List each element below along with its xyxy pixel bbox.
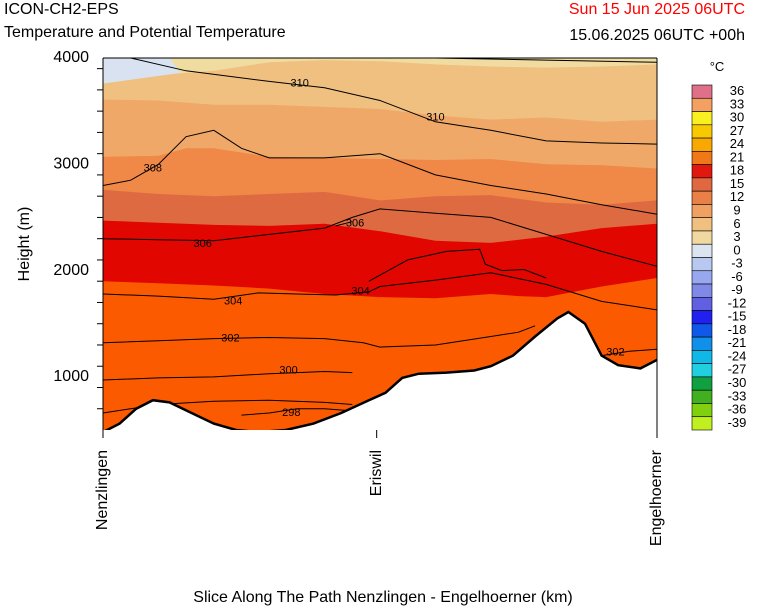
legend-label: -39 bbox=[728, 415, 747, 430]
legend-label: 18 bbox=[730, 163, 744, 178]
legend-unit: °C bbox=[710, 59, 725, 74]
y-tick-label: 2000 bbox=[53, 262, 89, 279]
legend-swatch bbox=[691, 270, 713, 285]
legend-swatch bbox=[691, 97, 713, 112]
x-tick-label: Eriswil bbox=[368, 450, 385, 496]
x-tick-label: Nenzlingen bbox=[94, 450, 111, 530]
legend-swatch bbox=[691, 283, 713, 298]
contour-310 bbox=[435, 58, 657, 63]
axes: 1000 2000 3000 4000 Nenzlingen Eriswil Engelho… bbox=[53, 49, 665, 546]
legend-label: 21 bbox=[730, 149, 744, 164]
legend-swatch bbox=[691, 84, 713, 99]
legend-label: -12 bbox=[728, 295, 747, 310]
legend-swatch bbox=[691, 350, 713, 364]
temp-band-0 bbox=[103, 58, 181, 84]
legend-swatch bbox=[691, 257, 713, 272]
y-tick-label: 4000 bbox=[53, 49, 89, 66]
x-tick-label: Engelhoerner bbox=[648, 449, 665, 546]
legend-label: -33 bbox=[728, 388, 747, 403]
legend-label: 3 bbox=[733, 229, 740, 244]
contour-label: 302 bbox=[221, 333, 239, 345]
contour-302 bbox=[103, 325, 536, 348]
legend-swatch bbox=[691, 164, 713, 179]
legend-label: -15 bbox=[728, 309, 747, 324]
legend-swatch bbox=[691, 416, 713, 431]
legend-swatch bbox=[691, 376, 713, 391]
legend-swatch bbox=[691, 217, 713, 232]
legend-swatch bbox=[691, 190, 713, 205]
legend-swatch bbox=[691, 124, 713, 139]
legend-swatch bbox=[691, 389, 713, 404]
legend-label: 0 bbox=[733, 242, 740, 257]
legend-swatch bbox=[691, 336, 713, 351]
contour-label: 310 bbox=[290, 77, 308, 89]
legend-label: -9 bbox=[731, 282, 743, 297]
contour-310 bbox=[130, 58, 657, 145]
y-tick-label: 3000 bbox=[53, 156, 89, 173]
legend-swatch bbox=[691, 230, 713, 245]
color-legend: °C3633302724211815129630-3-6-9-12-15-18-… bbox=[691, 59, 747, 431]
legend-label: 33 bbox=[730, 96, 744, 111]
temp-band-3 bbox=[103, 58, 657, 84]
legend-swatch bbox=[691, 243, 713, 258]
legend-label: -6 bbox=[731, 269, 743, 284]
legend-swatch bbox=[691, 403, 713, 418]
legend-swatch bbox=[691, 297, 713, 311]
y-axis-label: Height (m) bbox=[16, 207, 33, 282]
x-axis-label: Slice Along The Path Nenzlingen - Engelh… bbox=[193, 589, 573, 606]
legend-label: -36 bbox=[728, 402, 747, 417]
legend-label: 27 bbox=[730, 123, 744, 138]
contour-label: 306 bbox=[346, 218, 364, 230]
legend-swatch bbox=[691, 323, 713, 338]
legend-label: -21 bbox=[728, 335, 747, 350]
legend-swatch bbox=[691, 137, 713, 152]
contour-296 bbox=[103, 399, 353, 414]
contour-306 bbox=[103, 208, 657, 267]
run-info: 15.06.2025 06UTC +00h bbox=[569, 27, 745, 44]
legend-label: -3 bbox=[731, 256, 743, 271]
legend-label: 24 bbox=[730, 136, 744, 151]
contour-label: 308 bbox=[144, 162, 162, 174]
terrain-fill bbox=[107, 312, 657, 430]
legend-label: 36 bbox=[730, 83, 744, 98]
legend-label: 9 bbox=[733, 202, 740, 217]
legend-label: -27 bbox=[728, 362, 747, 377]
chart-subtitle: Temperature and Potential Temperature bbox=[4, 24, 286, 41]
contour-label: 300 bbox=[279, 364, 297, 376]
legend-label: -18 bbox=[728, 322, 747, 337]
contour-label: 298 bbox=[282, 407, 300, 419]
y-tick-label: 1000 bbox=[53, 368, 89, 385]
legend-label: 12 bbox=[730, 189, 744, 204]
contour-label: 304 bbox=[224, 295, 242, 307]
contour-label: 306 bbox=[194, 238, 212, 250]
legend-label: 30 bbox=[730, 110, 744, 125]
valid-date: Sun 15 Jun 2025 06UTC bbox=[568, 1, 745, 18]
legend-swatch bbox=[691, 310, 713, 325]
model-title: ICON-CH2-EPS bbox=[4, 1, 119, 18]
temp-band-6 bbox=[103, 58, 657, 122]
contour-label: 302 bbox=[606, 346, 624, 358]
legend-label: -30 bbox=[728, 375, 747, 390]
legend-label: 6 bbox=[733, 216, 740, 231]
legend-swatch bbox=[691, 151, 713, 165]
contour-302 bbox=[601, 348, 657, 357]
contour-label: 310 bbox=[426, 111, 444, 123]
legend-label: 15 bbox=[730, 176, 744, 191]
legend-swatch bbox=[691, 111, 713, 126]
contour-label: 304 bbox=[351, 286, 369, 298]
contour-306 bbox=[335, 221, 353, 227]
contour-304 bbox=[103, 272, 657, 311]
terrain bbox=[104, 310, 657, 430]
terrain-outline bbox=[104, 310, 657, 430]
legend-swatch bbox=[691, 204, 713, 218]
contour-300 bbox=[103, 370, 353, 381]
contour-304 bbox=[368, 248, 547, 282]
legend-swatch bbox=[691, 177, 713, 192]
legend-swatch bbox=[691, 363, 713, 378]
contour-308 bbox=[103, 129, 657, 215]
legend-label: -24 bbox=[728, 348, 747, 363]
